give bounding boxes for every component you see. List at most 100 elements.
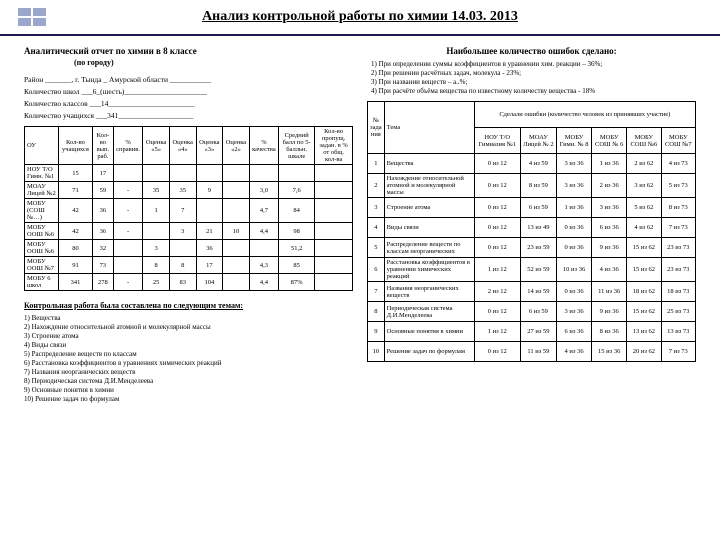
cell xyxy=(169,240,196,257)
left-heading: Аналитический отчет по химии в 8 классе xyxy=(24,46,353,56)
th-school: ОУ xyxy=(25,127,59,165)
table-row: НОУ Т/О Гимн. №11517 xyxy=(25,165,353,182)
cell: - xyxy=(113,182,142,199)
topic-item: 3) Строение атома xyxy=(24,332,353,340)
cell: 42 xyxy=(59,199,93,223)
cell: - xyxy=(113,223,142,240)
cell: 85 xyxy=(279,257,315,274)
cell: 6 xyxy=(368,258,385,282)
topic-item: 6) Расстановка коэффициентов в уравнения… xyxy=(24,359,353,367)
th-avg: Средний балл по 5-балльн. шкале xyxy=(279,127,315,165)
cell: 3,0 xyxy=(249,182,278,199)
cell: 14 из 59 xyxy=(520,282,556,302)
cell xyxy=(279,165,315,182)
cell: 0 из 12 xyxy=(474,342,520,362)
cell: 23 из 73 xyxy=(661,258,695,282)
th-5: Оценка «5» xyxy=(143,127,170,165)
err-4: 4) При расчёте объёма вещества по извест… xyxy=(371,87,696,95)
cell: МОАУ Лицей №2 xyxy=(25,182,59,199)
cell: МОБУ (СОШ №…) xyxy=(25,199,59,223)
cell: 6 из 36 xyxy=(592,218,627,238)
eth-errs: Сделали ошибки (количество человек из пр… xyxy=(474,102,695,128)
topic-item: 5) Распределение веществ по классам xyxy=(24,350,353,358)
cell: 52 из 59 xyxy=(520,258,556,282)
cell: 4 из 59 xyxy=(520,154,556,174)
cell xyxy=(315,240,353,257)
cell xyxy=(315,274,353,291)
cell: 83 xyxy=(169,274,196,291)
cell xyxy=(223,240,250,257)
cell: 0 из 36 xyxy=(556,238,591,258)
th-pass: % справив. xyxy=(113,127,142,165)
cell: 1 из 12 xyxy=(474,258,520,282)
cell: 13 из 73 xyxy=(661,322,695,342)
cell xyxy=(196,199,223,223)
cell: 27 из 59 xyxy=(520,322,556,342)
cell: 91 xyxy=(59,257,93,274)
topics-heading: Контрольная работа была составлена по сл… xyxy=(24,301,353,310)
cell: 2 из 62 xyxy=(627,154,661,174)
cell: 4,7 xyxy=(249,199,278,223)
cell: 3 из 36 xyxy=(556,302,591,322)
eth-s6: МОБУ СОШ №7 xyxy=(661,128,695,154)
line-classes: Количество классов ___14________________… xyxy=(24,99,353,108)
cell: 5 xyxy=(368,238,385,258)
cell xyxy=(113,240,142,257)
eth-s3: МОБУ Гимн. № 8 xyxy=(556,128,591,154)
cell: 23 из 59 xyxy=(520,238,556,258)
page-body: Аналитический отчет по химии в 8 классе … xyxy=(24,46,696,534)
eth-s4: МОБУ СОШ № 6 xyxy=(592,128,627,154)
cell xyxy=(223,257,250,274)
cell: 15 из 62 xyxy=(627,302,661,322)
cell xyxy=(249,165,278,182)
cell: МОБУ ООШ №6 xyxy=(25,240,59,257)
table-row: МОБУ 6 школ341278-25831044,487% xyxy=(25,274,353,291)
cell: 1 из 36 xyxy=(592,154,627,174)
table-row: 8Периодическая система Д.И.Менделеева0 и… xyxy=(368,302,696,322)
left-subheading: (по городу) xyxy=(74,58,353,67)
table-row: МОБУ ООШ №6803233651,2 xyxy=(25,240,353,257)
cell: 6 из 59 xyxy=(520,198,556,218)
cell: 36 xyxy=(92,223,113,240)
cell: 15 xyxy=(59,165,93,182)
page-title: Анализ контрольной работы по химии 14.03… xyxy=(46,9,674,25)
cell: 278 xyxy=(92,274,113,291)
cell: 73 xyxy=(92,257,113,274)
cell: 8 xyxy=(169,257,196,274)
cell: 98 xyxy=(279,223,315,240)
eth-s1: НОУ Т/О Гимназия №1 xyxy=(474,128,520,154)
cell: 341 xyxy=(59,274,93,291)
th-2: Оценка «2» xyxy=(223,127,250,165)
eth-n: № зада ния xyxy=(368,102,385,154)
table-row: МОБУ (СОШ №…)4236-174,784 xyxy=(25,199,353,223)
cell: 36 xyxy=(92,199,113,223)
results-table: ОУ Кол-во учащихся Кол-во вып. раб. % сп… xyxy=(24,126,353,291)
cell: 0 из 12 xyxy=(474,218,520,238)
cell: 8 из 73 xyxy=(661,198,695,218)
cell: 17 xyxy=(196,257,223,274)
cell: 4,3 xyxy=(249,257,278,274)
cell xyxy=(315,199,353,223)
table-row: 5Распределение веществ по классам неорга… xyxy=(368,238,696,258)
cell: МОБУ ООШ №7 xyxy=(25,257,59,274)
cell: Основные понятия в химии xyxy=(384,322,474,342)
table-row: 4Виды связи0 из 1213 из 490 из 366 из 36… xyxy=(368,218,696,238)
cell: Расстановка коэффициентов в уравнении хи… xyxy=(384,258,474,282)
cell: 4,4 xyxy=(249,223,278,240)
left-column: Аналитический отчет по химии в 8 классе … xyxy=(24,46,353,534)
cell: 59 xyxy=(92,182,113,199)
table-row: 10Решение задач по формулам0 из 1211 из … xyxy=(368,342,696,362)
cell: 7 xyxy=(368,282,385,302)
err-3: 3) При названии веществ – а..%; xyxy=(371,78,696,86)
cell: 5 из 73 xyxy=(661,174,695,198)
table-row: 9Основные понятия в химии1 из 1227 из 59… xyxy=(368,322,696,342)
th-count: Кол-во учащихся xyxy=(59,127,93,165)
cell: 3 из 36 xyxy=(556,154,591,174)
table-row: МОБУ ООШ №7917388174,385 xyxy=(25,257,353,274)
cell xyxy=(143,223,170,240)
cell: 32 xyxy=(92,240,113,257)
cell: 17 xyxy=(92,165,113,182)
topics-list: 1) Вещества2) Нахождение относительной а… xyxy=(24,314,353,403)
th-4: Оценка «4» xyxy=(169,127,196,165)
cell xyxy=(223,274,250,291)
